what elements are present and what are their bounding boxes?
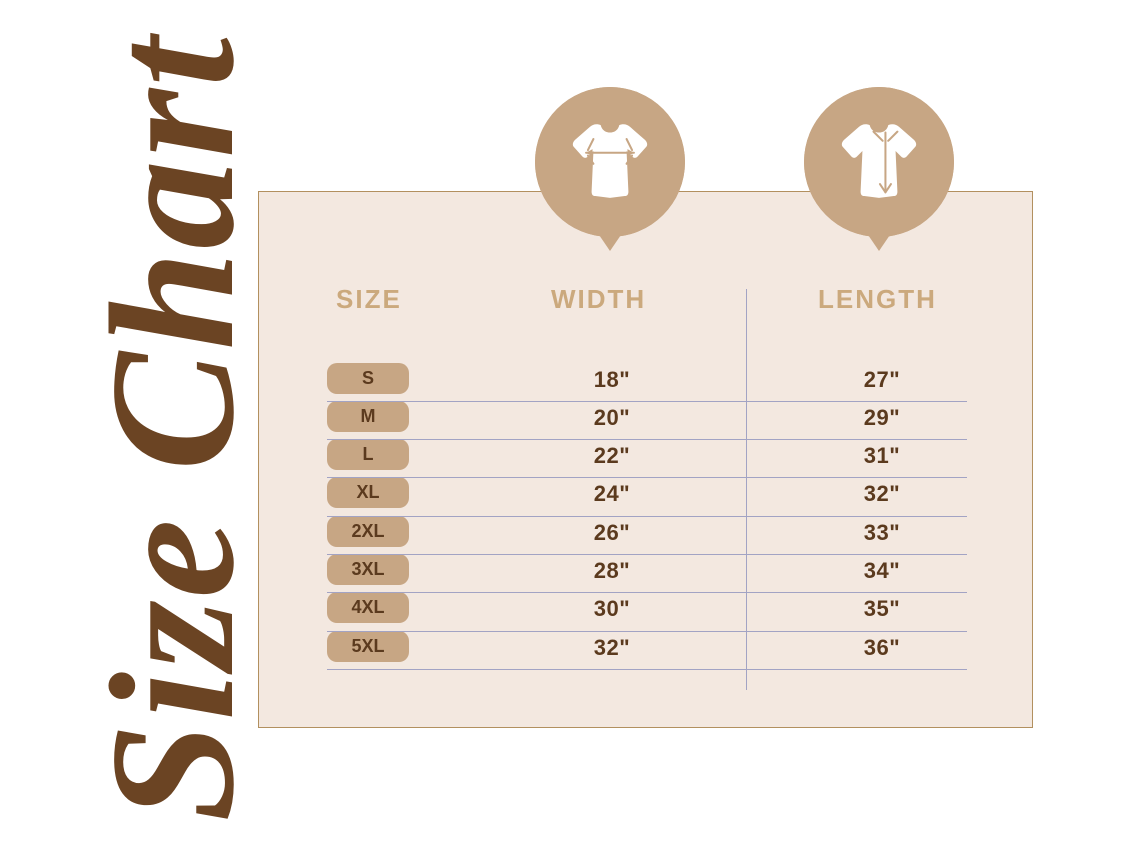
svg-text:Size Chart: Size Chart bbox=[73, 33, 271, 822]
